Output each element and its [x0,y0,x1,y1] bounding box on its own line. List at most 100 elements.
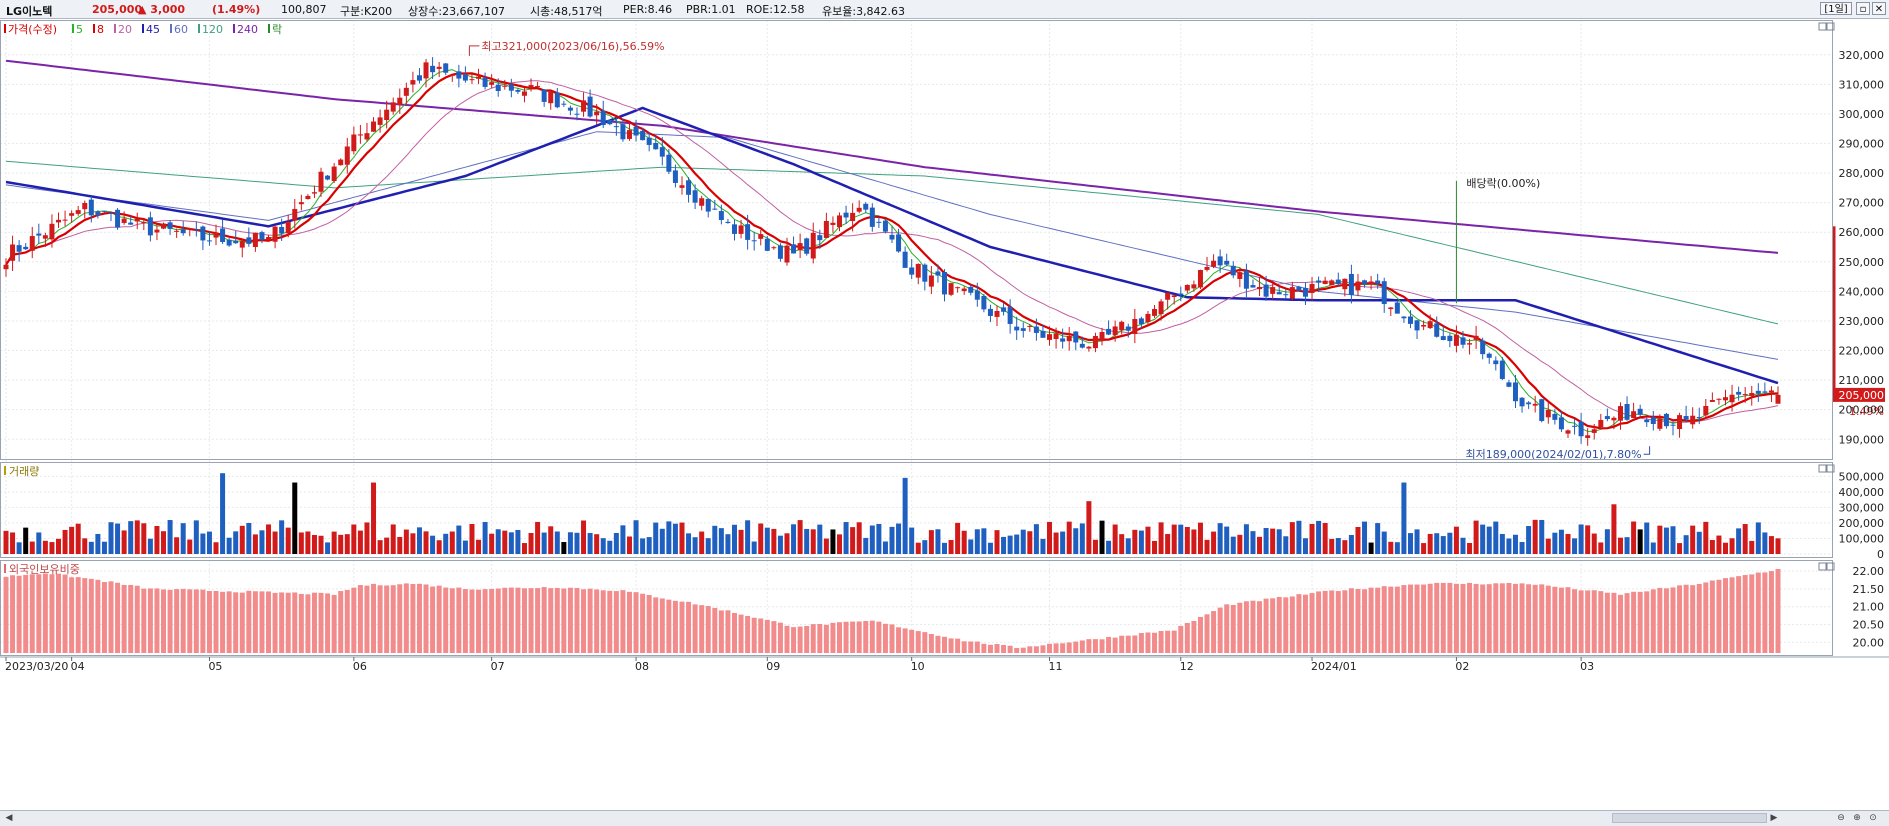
candle-body [784,245,790,263]
foreign-holding-bar [567,587,573,653]
candle-body [397,97,403,105]
volume-bar [1755,522,1761,554]
volume-bar [495,529,501,554]
foreign-holding-bar [443,587,449,653]
candle-body [843,212,849,218]
candle-body [311,192,317,194]
candle-body [1165,292,1171,300]
volume-tick-label: 400,000 [1839,486,1885,499]
candle-body [1572,425,1578,427]
foreign-holding-bar [180,588,186,653]
foreign-holding-bar [187,589,193,653]
volume-bar [764,527,770,554]
volume-bar [942,542,948,554]
foreign-holding-bar [1401,585,1407,653]
candle-body [1348,273,1354,296]
candle-body [646,137,652,145]
volume-bar [298,532,304,554]
horizontal-scrollbar[interactable]: ◀ ▶ ⊖ ⊕ ⊙ [0,810,1889,826]
foreign-holding-bar [771,621,777,653]
volume-bar [1217,523,1223,554]
candle-body [88,199,94,216]
candle-body [233,240,239,244]
volume-bar [797,520,803,554]
volume-bar [226,537,232,554]
candle-body [1683,416,1689,420]
scroll-left-icon[interactable]: ◀ [5,813,13,823]
volume-bar [758,523,764,554]
candle-body [1493,360,1499,365]
foreign-holding-bar [377,585,383,653]
zoom-out-icon[interactable]: ⊖ [1837,813,1845,823]
volume-bar [469,523,475,554]
foreign-holding-bar [128,584,134,653]
volume-bar [436,540,442,554]
volume-bar [843,522,849,554]
candle-body [206,240,212,242]
candle-body [1106,328,1112,335]
foreign-holding-bars[interactable] [3,568,1781,653]
candle-body [961,288,967,292]
foreign-holding-bar [1230,604,1236,653]
foreign-holding-bar [62,574,68,653]
scroll-right-icon[interactable]: ▶ [1770,813,1778,823]
volume-tick-label: 500,000 [1839,470,1885,483]
period-button[interactable]: [1일] [1820,2,1852,15]
candle-body [1440,336,1446,341]
foreign-holding-bar [1355,588,1361,653]
foreign-holding-bar [469,589,475,653]
candle-body [1289,287,1295,299]
candle-body [1375,280,1381,284]
volume-bars[interactable] [3,473,1781,554]
volume-bar [1001,536,1007,554]
candle-body [1230,265,1236,276]
volume-bar [1624,537,1630,554]
x-tick-label: 2024/01 [1311,660,1357,673]
candle-body [1585,435,1591,438]
candle-body [745,224,751,240]
foreign-holding-bar [285,592,291,653]
volume-bar [1401,482,1407,554]
foreign-holding-bar [738,614,744,653]
volume-bar [1742,524,1748,554]
candle-body [180,229,186,234]
volume-bar [653,522,659,554]
foreign-holding-bar [200,589,206,653]
foreign-holding-bar [1224,604,1230,653]
candle-body [187,228,193,230]
candle-body [817,235,823,241]
candle-body [1762,391,1768,393]
volume-bar [1729,538,1735,554]
foreign-tick-label: 21.00 [1853,601,1885,614]
foreign-holding-bar [1020,647,1026,653]
zoom-in-icon[interactable]: ⊕ [1853,813,1861,823]
minimize-button[interactable]: ▫ [1856,2,1870,15]
candle-body [1486,353,1492,358]
foreign-tick-label: 21.50 [1853,583,1885,596]
foreign-holding-bar [784,625,790,653]
foreign-holding-bar [515,587,521,653]
candle-body [259,232,265,240]
candle-body [863,203,869,210]
foreign-holding-bar [521,588,527,653]
scroll-thumb[interactable] [1612,813,1767,823]
price-candles[interactable] [3,57,1781,446]
zoom-fit-icon[interactable]: ⊙ [1869,813,1877,823]
foreign-holding-bar [1053,643,1059,653]
volume-bar [1585,525,1591,554]
foreign-holding-bar [1309,593,1315,653]
stock-name[interactable]: LG이노텍 [6,5,53,18]
candle-body [1637,408,1643,415]
volume-bar [1145,526,1151,554]
candle-body [1558,417,1564,430]
foreign-holding-bar [1197,616,1203,653]
stock-chart[interactable]: 205,000 1.49% 최고321,000(2023/06/16),56.59%… [0,19,1889,810]
volume-bar [141,523,147,554]
foreign-holding-bar [1001,645,1007,653]
legend-swatch-8 [93,24,95,33]
close-button[interactable]: ✕ [1872,2,1886,15]
foreign-holding-bar [1709,580,1715,653]
volume-bar [1152,540,1158,554]
price-tick-label: 270,000 [1839,197,1885,210]
low-annotation: 최저189,000(2024/02/01),7.80% [1465,448,1641,461]
